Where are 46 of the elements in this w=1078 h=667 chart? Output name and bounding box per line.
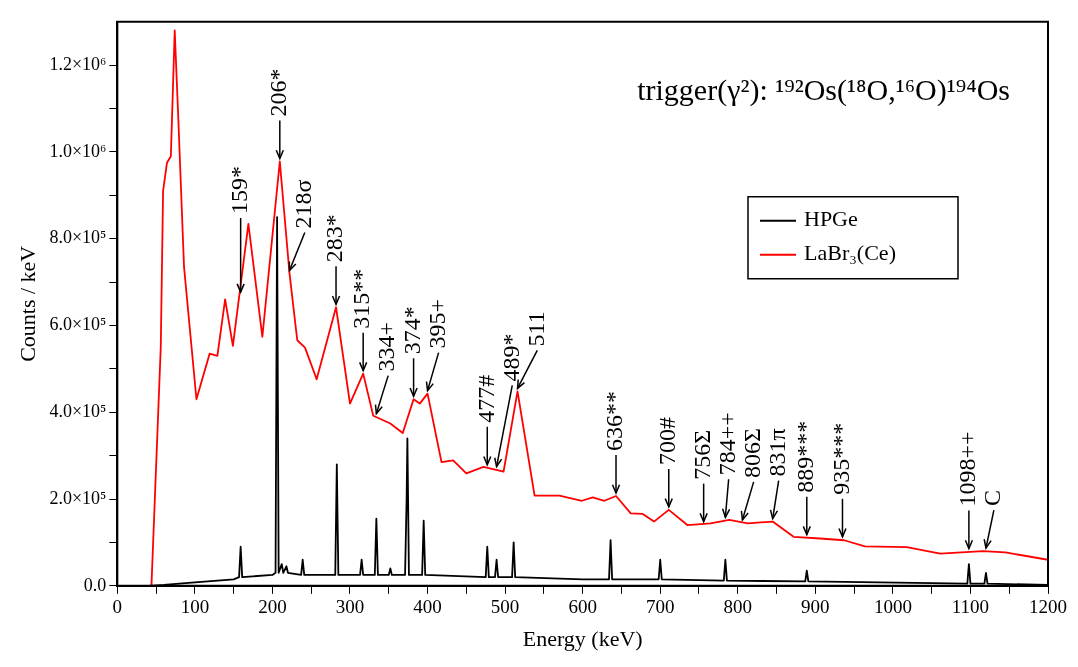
annotation: 889*** (792, 420, 819, 493)
y-tick-label: 4.0×10⁵ (49, 401, 107, 421)
annotation: 218σ (290, 179, 317, 229)
annotation: 756Σ (688, 429, 715, 480)
y-tick-label: 6.0×10⁵ (49, 314, 107, 335)
annotation: 700# (654, 416, 681, 465)
x-tick-label: 400 (413, 596, 442, 618)
y-tick-label: 8.0×10⁵ (49, 227, 107, 248)
x-tick-label: 100 (180, 596, 210, 618)
annotation: 374* (398, 306, 425, 355)
x-tick-label: 700 (645, 596, 675, 618)
legend-label: HPGe (804, 206, 858, 232)
annotation: 334+ (373, 322, 400, 372)
y-axis-title: Counts / keV (14, 245, 40, 362)
annotation: 283* (321, 214, 348, 263)
x-tick-label: 1100 (951, 596, 990, 618)
annotation: 1098++ (954, 431, 981, 507)
annotation: 636** (601, 390, 628, 451)
x-tick-label: 900 (801, 596, 830, 618)
text: trigger(γ²): ¹⁹²Os(¹⁸O,¹⁶O)¹⁹⁴Os (637, 72, 1010, 107)
annotation: 511 (522, 311, 549, 347)
annotation: 784++ (713, 412, 740, 476)
annotation: 489* (497, 333, 524, 382)
x-tick-label: 1200 (1029, 596, 1067, 618)
x-tick-label: 200 (258, 596, 287, 618)
x-tick-label: 1000 (873, 596, 912, 618)
y-tick-label: 0.0 (83, 574, 107, 595)
annotation: 315** (348, 268, 375, 329)
y-tick-label: 2.0×10⁵ (49, 487, 107, 508)
x-tick-label: 500 (490, 596, 520, 618)
x-tick-label: 600 (568, 596, 597, 618)
annotation: 831π (763, 428, 790, 477)
annotation: C (979, 490, 1006, 507)
annotation: 806Σ (738, 427, 765, 478)
x-tick-label: 0 (112, 596, 123, 618)
y-tick-label: 1.0×10⁶ (49, 140, 107, 161)
annotation: 935*** (827, 422, 854, 495)
annotation: 159* (225, 165, 252, 214)
x-tick-label: 800 (723, 596, 753, 618)
x-tick-label: 300 (335, 596, 365, 618)
annotation: 206* (265, 68, 292, 117)
annotation: 477# (472, 374, 499, 423)
legend-label: LaBr₃(Ce) (804, 240, 896, 266)
x-axis-title: Energy (keV) (522, 625, 643, 651)
annotation: 395+ (423, 299, 450, 349)
y-tick-label: 1.2×10⁶ (49, 53, 107, 74)
